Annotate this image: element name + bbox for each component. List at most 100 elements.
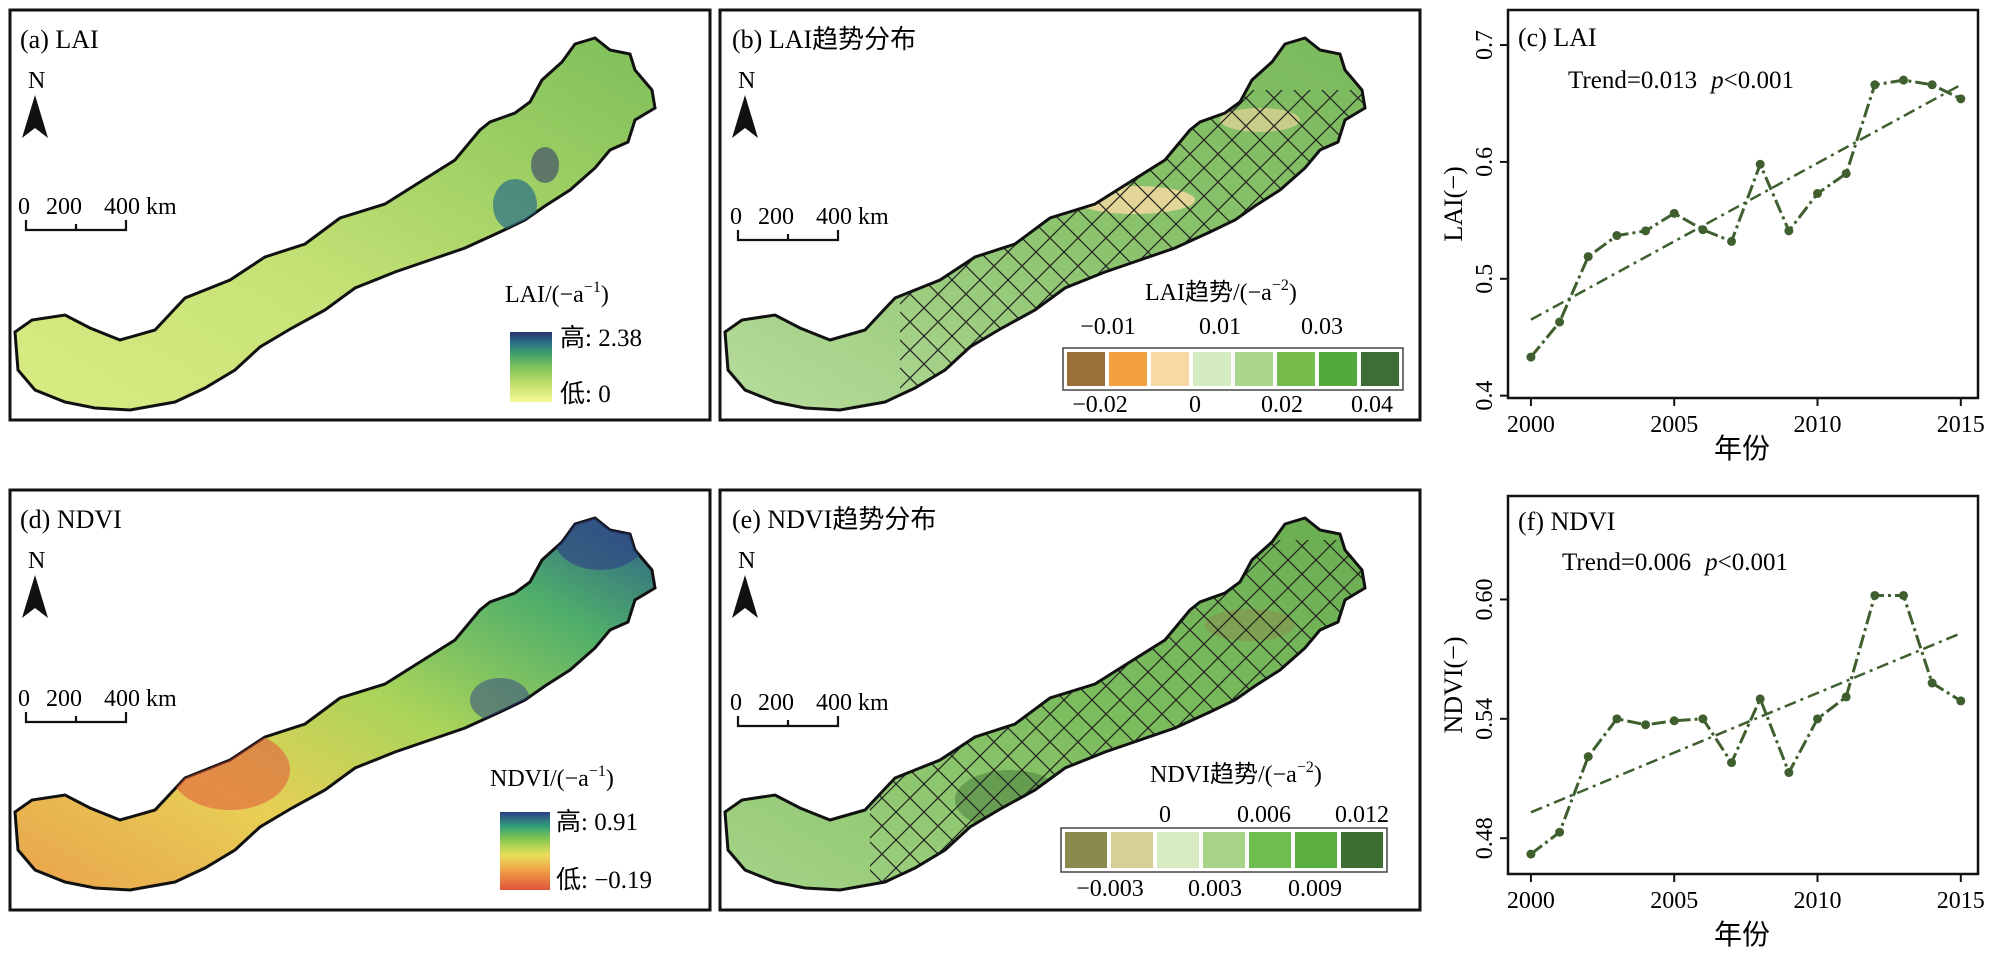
scale-tick-200: 200 — [46, 686, 82, 712]
north-arrow-icon — [732, 95, 758, 138]
panel-c-lai-chart: (c) LAI Trend=0.013 p<0.001 年份 LAI(−) 200… — [1439, 8, 1985, 465]
panel-b-legend-title: LAI趋势/(−a−2) — [1145, 277, 1297, 306]
panel-f-frame — [1506, 494, 1980, 876]
panel-c-data-point — [1698, 225, 1708, 235]
panel-d-north-label: N — [28, 548, 45, 574]
panel-f-x-label: 年份 — [1714, 919, 1770, 951]
panel-b-legend-top-0: −0.01 — [1080, 314, 1136, 340]
panel-e-scale-bar: 0 200 400 km — [730, 690, 889, 728]
north-arrow-icon — [22, 575, 48, 618]
panel-e-class-swatch — [1203, 832, 1245, 868]
panel-f-data-point — [1784, 768, 1794, 778]
panel-c-data-point — [1841, 169, 1851, 179]
panel-c-y-tick-label: 0.5 — [1472, 264, 1498, 294]
scale-tick-400: 400 km — [816, 204, 889, 230]
panel-b-lai-trend-map: (b) LAI趋势分布 N 0 200 400 km LAI趋势/(−a−2) … — [718, 8, 1422, 422]
panel-c-annotation: Trend=0.013 p<0.001 — [1568, 67, 1794, 94]
panel-a-legend-title: LAI/(−a−1) — [505, 279, 609, 308]
panel-c-x-label: 年份 — [1714, 433, 1770, 465]
panel-f-data-point — [1956, 696, 1966, 706]
panel-f-data-point — [1698, 714, 1708, 724]
panel-a-legend-low: 低: 0 — [560, 380, 611, 408]
panel-f-data-point — [1612, 714, 1622, 724]
scale-tick-400: 400 km — [104, 194, 177, 220]
panel-f-series-line — [1529, 594, 1962, 856]
panel-e-class-swatch — [1295, 832, 1337, 868]
north-arrow-icon — [732, 575, 758, 618]
panel-e-class-swatch — [1111, 832, 1153, 868]
panel-c-data-point — [1583, 252, 1593, 262]
panel-c-x-tick-label: 2015 — [1937, 412, 1985, 438]
panel-c-data-point — [1641, 226, 1651, 236]
panel-b-class-legend — [1062, 347, 1404, 391]
panel-f-trend-line — [1530, 632, 1962, 814]
panel-c-title: (c) LAI — [1518, 23, 1597, 52]
panel-b-legend-bottom-3: 0.04 — [1351, 392, 1393, 418]
panel-d-ndvi-map: (d) NDVI N 0 200 400 km NDVI/(−a−1) 高: 0… — [8, 488, 712, 912]
panel-d-legend-high: 高: 0.91 — [556, 808, 638, 836]
panel-d-scale-bar: 0 200 400 km — [18, 686, 177, 724]
panel-f-y-tick-label: 0.48 — [1472, 817, 1498, 859]
panel-c-data-point — [1927, 80, 1937, 90]
panel-f-data-point — [1898, 590, 1908, 600]
panel-f-x-tick-label: 2000 — [1507, 888, 1555, 914]
panel-b-class-swatch — [1151, 352, 1189, 386]
panel-a-title: (a) LAI — [20, 25, 99, 54]
panel-b-scale-bar: 0 200 400 km — [730, 204, 889, 242]
panel-c-frame — [1506, 8, 1980, 400]
scale-tick-0: 0 — [18, 194, 30, 220]
panel-f-data-point — [1813, 714, 1823, 724]
panel-c-data-point — [1555, 317, 1565, 327]
panel-f-data-point — [1841, 692, 1851, 702]
scale-tick-0: 0 — [730, 690, 742, 716]
panel-b-title: (b) LAI趋势分布 — [732, 25, 916, 54]
panel-e-legend-top-2: 0.012 — [1335, 802, 1389, 828]
panel-b-class-swatch — [1109, 352, 1147, 386]
panel-c-x-tick-label: 2005 — [1650, 412, 1698, 438]
scale-tick-200: 200 — [46, 194, 82, 220]
panel-a-scale-bar: 0 200 400 km — [18, 194, 177, 232]
panel-f-data-point — [1555, 827, 1565, 837]
panel-f-x-tick-label: 2010 — [1794, 888, 1842, 914]
panel-e-class-swatch — [1065, 832, 1107, 868]
panel-b-class-swatch — [1277, 352, 1315, 386]
panel-f-title: (f) NDVI — [1518, 507, 1615, 536]
panel-d-color-ramp — [500, 812, 550, 890]
panel-e-ndvi-trend-map: (e) NDVI趋势分布 N 0 200 400 km NDVI趋势/(−a−2… — [718, 488, 1422, 912]
panel-f-annotation: Trend=0.006 p<0.001 — [1562, 549, 1788, 576]
panel-b-class-swatch — [1235, 352, 1273, 386]
panel-a-legend-high: 高: 2.38 — [560, 324, 642, 352]
panel-b-class-swatch — [1361, 352, 1399, 386]
panel-c-y-label: LAI(−) — [1439, 166, 1468, 241]
panel-c-data-point — [1526, 352, 1536, 362]
panel-b-class-swatch — [1193, 352, 1231, 386]
panel-c-data-point — [1669, 208, 1679, 218]
panel-b-legend-bottom-0: −0.02 — [1072, 392, 1128, 418]
scale-tick-200: 200 — [758, 690, 794, 716]
panel-e-legend-bottom-2: 0.009 — [1288, 876, 1342, 902]
panel-b-legend-bottom-2: 0.02 — [1261, 392, 1303, 418]
panel-f-x-tick-label: 2005 — [1650, 888, 1698, 914]
panel-a-color-ramp — [510, 332, 552, 402]
panel-c-data-point — [1870, 80, 1880, 90]
panel-f-ndvi-chart: (f) NDVI Trend=0.006 p<0.001 年份 NDVI(−) 2… — [1439, 494, 1985, 951]
panel-f-y-label: NDVI(−) — [1439, 637, 1468, 734]
panel-a-north-label: N — [28, 68, 45, 94]
panel-c-data-point — [1956, 94, 1966, 104]
panel-e-legend-top-0: 0 — [1159, 802, 1171, 828]
panel-c-x-tick-label: 2010 — [1794, 412, 1842, 438]
panel-f-data-point — [1727, 758, 1737, 768]
panel-c-data-point — [1755, 159, 1765, 169]
panel-f-data-point — [1755, 694, 1765, 704]
panel-e-title: (e) NDVI趋势分布 — [732, 505, 936, 534]
panel-c-y-tick-label: 0.7 — [1472, 30, 1498, 60]
panel-f-data-point — [1526, 849, 1536, 859]
panel-f-data-point — [1870, 590, 1880, 600]
panel-f-data-point — [1669, 716, 1679, 726]
scale-tick-400: 400 km — [104, 686, 177, 712]
panel-e-legend-bottom-1: 0.003 — [1188, 876, 1242, 902]
panel-b-legend-top-2: 0.03 — [1301, 314, 1343, 340]
panel-f-y-tick-label: 0.54 — [1472, 698, 1498, 740]
panel-c-series-line — [1529, 78, 1962, 359]
